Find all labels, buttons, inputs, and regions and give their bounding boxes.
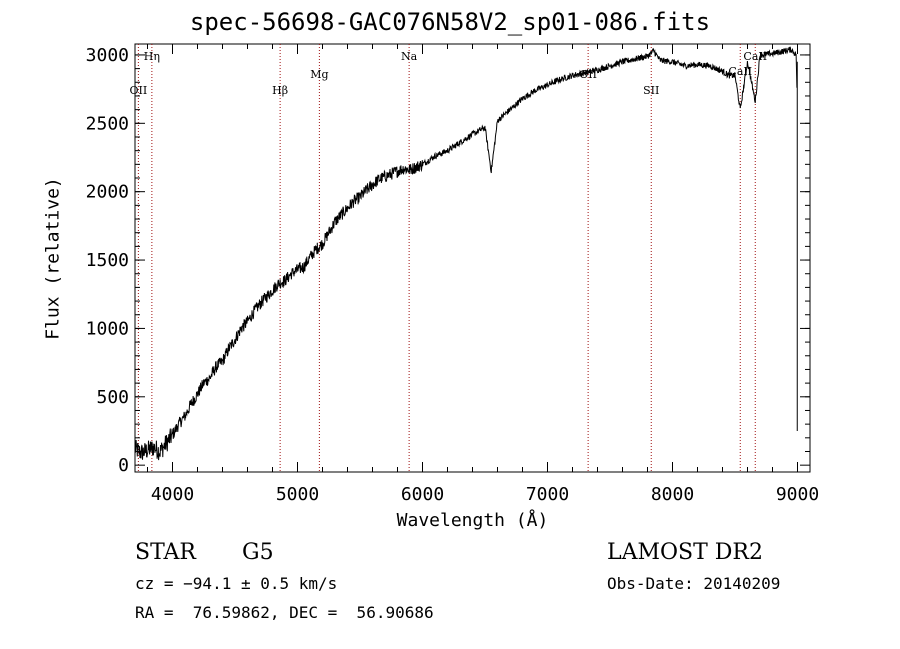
object-subclass: G5	[242, 540, 274, 565]
x-tick-label: 7000	[526, 484, 569, 505]
y-tick-label: 0	[118, 455, 129, 476]
obs-date: Obs-Date: 20140209	[607, 574, 781, 593]
axis-ticks: 4000 5000 6000 7000 8000 9000 0 500 1000 1500 2000…	[86, 44, 819, 505]
spectral-line-label: Mg	[310, 68, 328, 81]
redshift-text: cz = −94.1 ± 0.5 km/s	[135, 574, 338, 593]
x-axis-label: Wavelength (Å)	[396, 510, 549, 531]
coordinates-text: RA = 76.59862, DEC = 56.90686	[135, 603, 434, 622]
chart-title: spec-56698-GAC076N58V2_sp01-086.fits	[189, 8, 711, 36]
y-tick-label: 2500	[86, 113, 129, 134]
x-tick-label: 5000	[276, 484, 319, 505]
x-tick-label: 9000	[776, 484, 819, 505]
y-tick-label: 2000	[86, 182, 129, 203]
spectrum-series	[134, 46, 798, 461]
spectral-line-label: OII	[130, 84, 148, 97]
spectral-line-label: Na	[401, 50, 418, 63]
x-tick-label: 4000	[151, 484, 194, 505]
object-class: STAR	[135, 540, 196, 565]
y-tick-label: 500	[96, 387, 129, 408]
y-axis-label: Flux (relative)	[42, 177, 64, 340]
survey-name: LAMOST DR2	[607, 540, 763, 565]
spectral-line-label: Hη	[144, 50, 160, 63]
y-tick-label: 1000	[86, 318, 129, 339]
plot-frame	[134, 43, 811, 473]
x-tick-label: 6000	[401, 484, 444, 505]
y-tick-label: 3000	[86, 45, 129, 66]
spectrum-line	[134, 46, 798, 461]
spectral-line-label: Hβ	[272, 84, 288, 97]
y-tick-label: 1500	[86, 250, 129, 271]
x-tick-label: 8000	[651, 484, 694, 505]
spectral-line-label: SII	[643, 84, 659, 97]
